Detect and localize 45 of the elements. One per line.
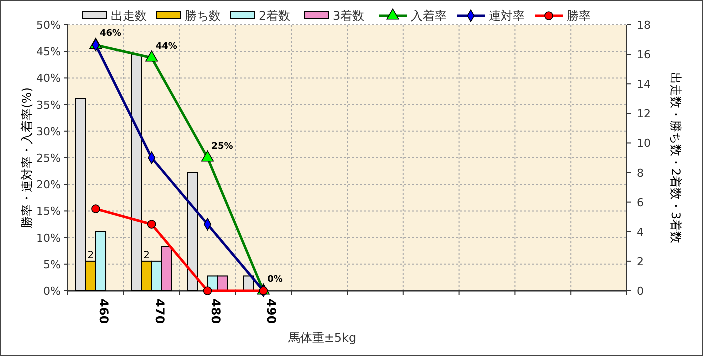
x-axis-title: 馬体重±5kg <box>287 331 357 345</box>
y-tick-label: 25% <box>36 152 61 165</box>
point <box>203 286 212 296</box>
data-label: 2 <box>144 250 150 262</box>
y2-axis-title: 出走数・勝ち数・2着数・3着数 <box>669 72 683 244</box>
legend-label: 連対率 <box>489 9 525 23</box>
y2-tick-label: 8 <box>637 166 644 180</box>
x-tick-label: 470 <box>152 299 167 324</box>
legend-label: 2着数 <box>259 9 291 23</box>
data-label: 2 <box>88 250 94 262</box>
legend-label: 勝ち数 <box>185 9 221 23</box>
y-tick-label: 0% <box>44 285 61 298</box>
y-tick-label: 10% <box>36 232 61 245</box>
y2-tick-label: 18 <box>637 19 651 32</box>
y-tick-label: 15% <box>36 205 61 218</box>
data-label: 44% <box>156 42 178 52</box>
y-tick-label: 30% <box>36 125 61 138</box>
y-tick-label: 50% <box>36 19 61 32</box>
y-tick-label: 40% <box>36 72 61 86</box>
legend-label: 出走数 <box>111 9 147 23</box>
x-tick-label: 490 <box>264 299 279 324</box>
data-label: 0% <box>268 275 283 285</box>
legend-label: 入着率 <box>411 9 447 23</box>
x-tick-label: 480 <box>208 299 223 324</box>
point <box>147 220 156 229</box>
point <box>92 204 100 214</box>
data-label: 46% <box>100 29 122 40</box>
data-label: 25% <box>212 142 234 152</box>
y2-tick-label: 2 <box>637 255 644 268</box>
y2-tick-label: 16 <box>637 48 651 62</box>
y2-tick-label: 6 <box>637 196 644 210</box>
y2-tick-label: 4 <box>637 226 644 239</box>
y2-tick-label: 0 <box>637 285 644 298</box>
y2-tick-label: 14 <box>637 78 651 92</box>
y2-tick-label: 12 <box>637 108 651 121</box>
legend-label: 勝率 <box>567 9 591 23</box>
legend-label: 3着数 <box>333 9 365 23</box>
y-tick-label: 35% <box>36 98 61 112</box>
y-axis-title: 勝率・連対率・入着率(%) <box>20 88 34 228</box>
x-tick-label: 460 <box>96 299 111 324</box>
y-tick-label: 20% <box>36 178 61 192</box>
bar <box>187 172 198 292</box>
y-tick-label: 45% <box>36 46 61 59</box>
y2-tick-label: 10 <box>637 137 651 150</box>
y-tick-label: 5% <box>44 258 61 272</box>
